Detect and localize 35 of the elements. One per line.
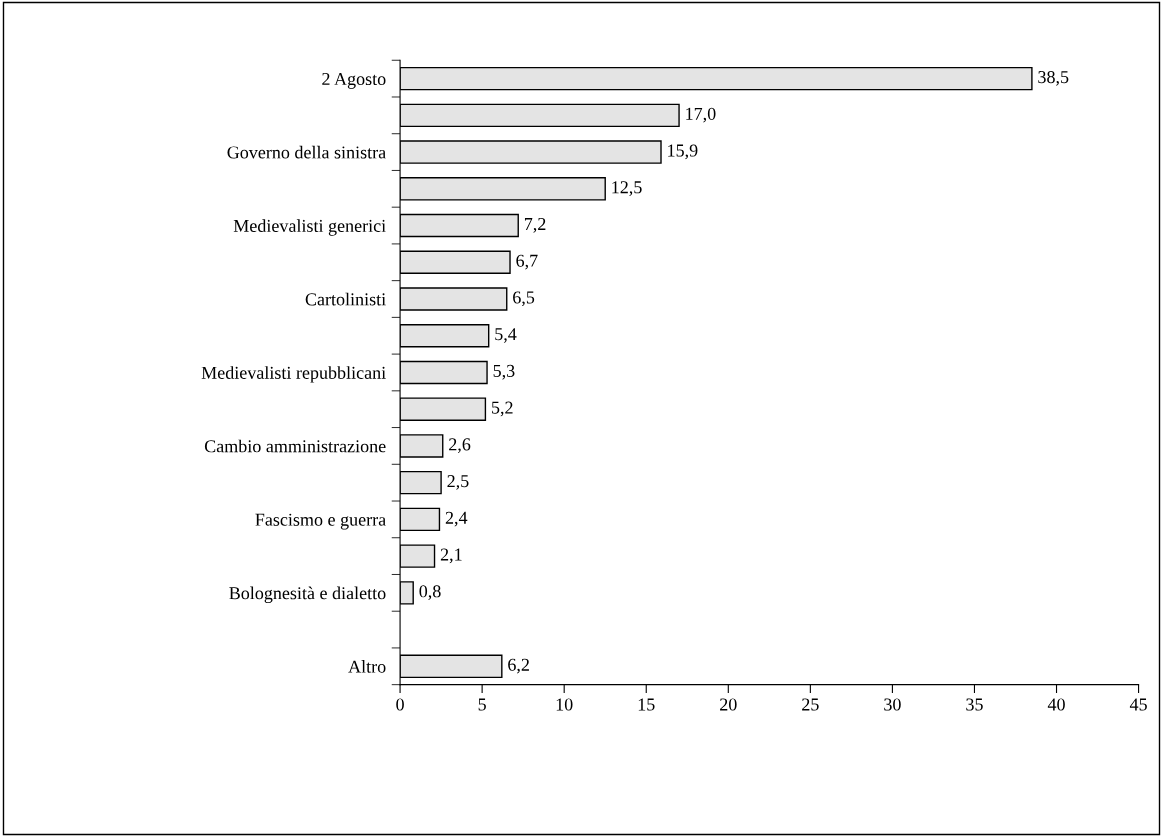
x-tick-label: 45 bbox=[1129, 698, 1147, 711]
x-tick-label: 25 bbox=[802, 698, 819, 711]
data-label: 6,5 bbox=[513, 291, 535, 307]
data-label: 6,2 bbox=[508, 658, 529, 674]
y-tick-label: Cambio amministrazione bbox=[204, 439, 386, 453]
data-label: 15,9 bbox=[668, 144, 698, 160]
x-tick-label: 5 bbox=[478, 698, 486, 711]
y-tick-label: Fascismo e guerra bbox=[255, 513, 386, 530]
data-label: 2,5 bbox=[447, 475, 469, 490]
data-label: 2,4 bbox=[445, 511, 468, 527]
data-label: 5,3 bbox=[493, 364, 515, 380]
data-label: 12,5 bbox=[612, 181, 642, 196]
data-label: 5,4 bbox=[495, 328, 517, 343]
data-label: 0,8 bbox=[419, 585, 441, 600]
x-tick-label: 15 bbox=[638, 698, 655, 711]
data-label: 6,7 bbox=[516, 254, 538, 270]
y-tick-label: Altro bbox=[348, 660, 386, 673]
data-label: 17,0 bbox=[686, 107, 716, 123]
x-tick-label: 0 bbox=[396, 698, 404, 711]
data-label: 5,2 bbox=[492, 401, 513, 417]
x-tick-label: 20 bbox=[720, 698, 737, 711]
y-tick-label: 2 Agosto bbox=[322, 72, 386, 89]
y-tick-label: Bolognesità e dialetto bbox=[229, 586, 386, 604]
x-tick-label: 40 bbox=[1047, 698, 1065, 711]
data-label: 7,2 bbox=[524, 217, 546, 233]
x-tick-label: 10 bbox=[556, 698, 573, 711]
data-label: 38,5 bbox=[1038, 70, 1069, 86]
y-tick-label: Medievalisti generici bbox=[233, 219, 386, 236]
data-label: 2,1 bbox=[440, 548, 462, 564]
y-tick-label: Governo della sinistra bbox=[227, 145, 386, 159]
x-tick-label: 35 bbox=[966, 698, 983, 711]
y-tick-label: Cartolinisti bbox=[305, 292, 386, 306]
y-tick-label: Medievalisti repubblicani bbox=[201, 366, 386, 383]
x-tick-label: 30 bbox=[884, 698, 901, 711]
data-label: 2,6 bbox=[449, 438, 471, 454]
